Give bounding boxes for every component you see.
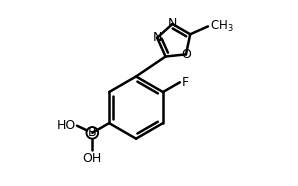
Text: F: F (182, 76, 189, 89)
Text: B: B (88, 126, 97, 139)
Text: O: O (181, 48, 191, 61)
Text: N: N (168, 17, 177, 31)
Text: HO: HO (57, 119, 76, 132)
Text: OH: OH (83, 152, 102, 165)
Text: N: N (153, 31, 162, 44)
Text: CH$_3$: CH$_3$ (210, 19, 234, 34)
